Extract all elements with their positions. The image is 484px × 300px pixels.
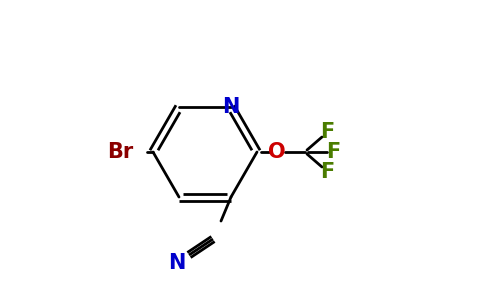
Text: F: F [320,162,334,182]
Text: O: O [268,142,286,162]
Text: F: F [326,142,340,162]
Text: N: N [222,97,240,117]
Text: N: N [168,253,186,273]
Text: Br: Br [107,142,133,162]
Text: F: F [320,122,334,142]
